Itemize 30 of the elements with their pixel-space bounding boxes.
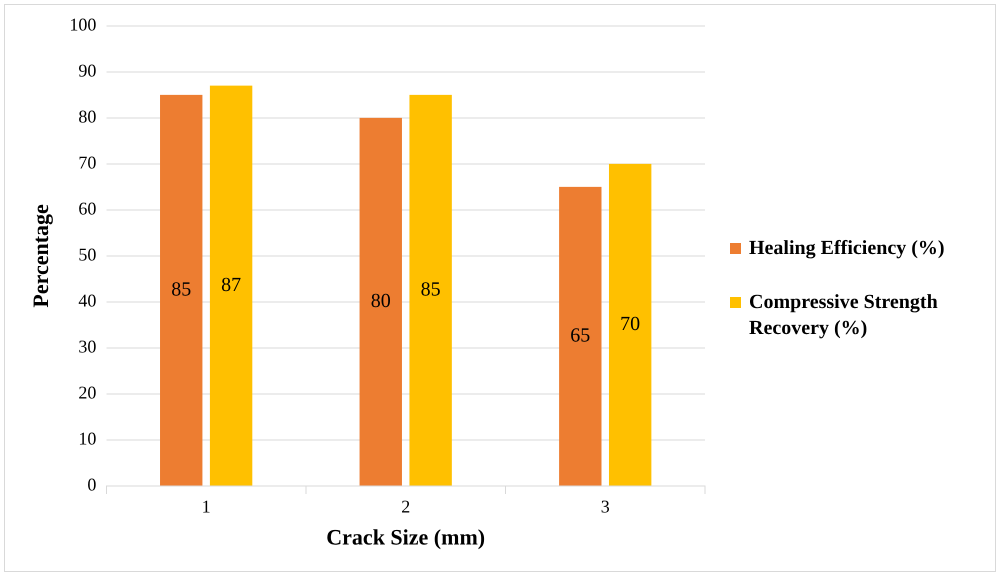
data-label: 85 — [420, 278, 441, 300]
y-tick-label: 70 — [78, 152, 96, 173]
bar — [608, 164, 652, 486]
bar — [360, 118, 402, 486]
x-tick-label: 1 — [202, 496, 211, 517]
data-label: 87 — [221, 274, 242, 296]
y-tick-label: 40 — [78, 290, 96, 311]
x-tick-label: 2 — [401, 496, 410, 517]
y-tick-label: 50 — [78, 244, 96, 265]
legend-label: Healing Efficiency (%) — [749, 236, 945, 261]
y-tick-label: 90 — [78, 60, 96, 81]
y-tick-label: 60 — [78, 198, 96, 219]
y-tick-label: 0 — [87, 474, 96, 495]
x-tick-label: 3 — [600, 496, 610, 517]
legend-label: Compressive Strength Recovery (%) — [749, 290, 939, 341]
y-tick-label: 20 — [78, 382, 96, 403]
data-label: 85 — [171, 278, 192, 300]
y-tick-label: 30 — [78, 336, 96, 357]
bar — [160, 94, 202, 486]
data-label: 70 — [620, 312, 640, 335]
bar — [409, 94, 452, 486]
bar — [559, 186, 602, 486]
data-label: 65 — [570, 324, 590, 346]
y-tick-label: 100 — [69, 14, 96, 35]
y-axis-title: Percentage — [28, 204, 53, 308]
bar — [210, 86, 252, 486]
data-label: 80 — [370, 290, 391, 312]
y-tick-label: 80 — [78, 106, 96, 127]
x-axis-title: Crack Size (mm) — [326, 524, 486, 550]
y-tick-label: 10 — [78, 428, 96, 449]
